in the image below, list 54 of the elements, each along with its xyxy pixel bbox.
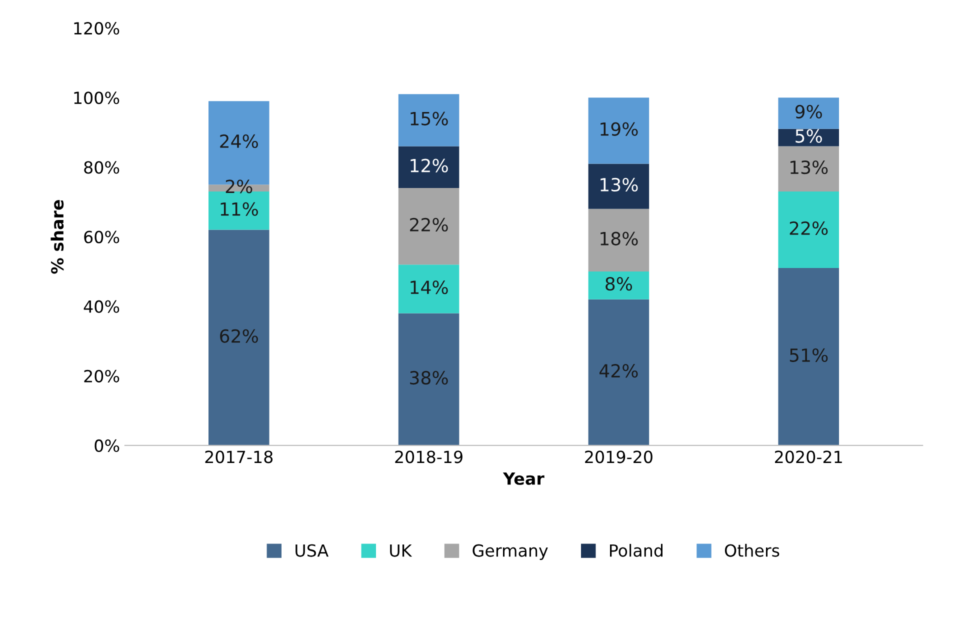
data-label: 5% [796,129,822,143]
y-tick-label: 40% [84,300,120,313]
bar [588,98,650,164]
x-tick-label: 2017-18 [205,450,273,464]
bar [208,230,270,446]
bar [398,94,460,146]
bar [398,264,460,314]
data-label: 42% [600,364,638,378]
legend-label: Germany [472,544,548,560]
bar [398,146,460,188]
data-label: 18% [600,232,638,246]
x-tick-label: 2018-19 [395,450,462,464]
data-label: 9% [795,104,822,118]
data-label: 8% [606,277,632,291]
data-label: 14% [410,280,448,294]
y-axis-title: % share [50,200,64,274]
bar [778,268,839,446]
data-label: 51% [790,348,828,362]
y-tick-label: 80% [84,161,120,174]
legend-label: USA [296,544,329,557]
data-label: 2% [226,180,252,194]
data-label: 62% [220,329,258,343]
y-tick-label: 60% [84,230,120,244]
y-tick-label: 0% [94,439,120,452]
bar [398,188,460,265]
bar [778,128,839,146]
y-tick-label: 100% [74,92,120,104]
y-tick-label: 120% [74,22,120,35]
data-label: 11% [220,202,258,216]
data-label: 13% [790,160,828,174]
data-label: 15% [410,112,448,126]
x-tick-label: 2019-20 [585,450,652,464]
data-label: 38% [410,370,448,385]
legend-label: UK [390,544,412,557]
bar [588,164,650,209]
bar [588,272,650,300]
data-label: 19% [600,122,638,136]
bar [588,299,650,446]
x-axis-title: Year [502,472,544,485]
bar [588,208,650,272]
data-label: 24% [220,134,258,148]
bar [398,313,460,446]
y-tick-label: 20% [84,370,120,382]
x-tick-label: 2020-21 [775,450,842,464]
bar [778,146,839,192]
data-label: 13% [600,178,638,192]
data-label: 22% [790,221,828,236]
bar [778,98,839,129]
bar [778,192,839,268]
data-label: 22% [410,218,448,232]
data-label: 12% [410,158,448,172]
legend-label: Poland [610,544,662,557]
legend-label: Others [724,544,780,557]
bar [208,192,270,230]
